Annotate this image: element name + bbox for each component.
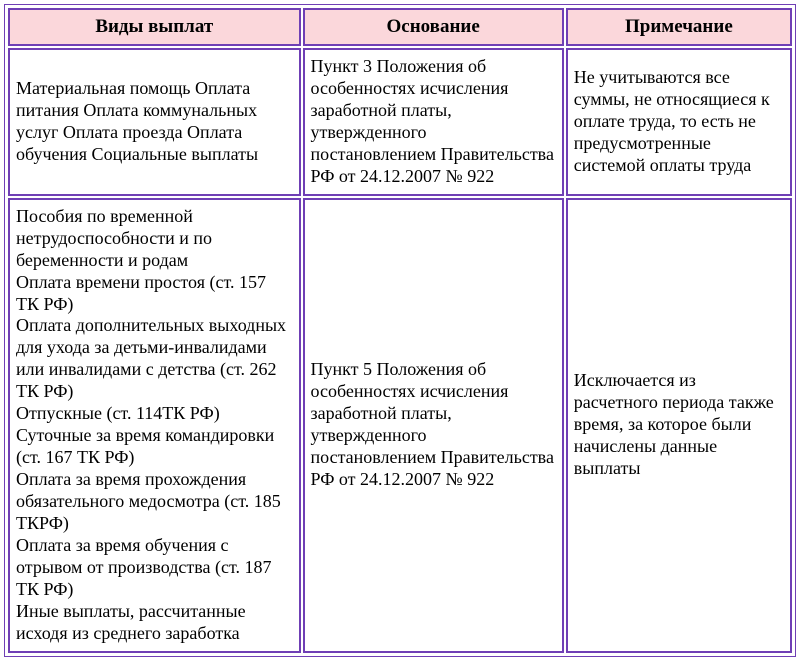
cell-types: Пособия по временной нетрудоспособности … — [8, 198, 301, 653]
cell-note: Исключается из расчетного периода также … — [566, 198, 792, 653]
table-wrapper: Виды выплат Основание Примечание Материа… — [4, 4, 796, 657]
table-row: Пособия по временной нетрудоспособности … — [8, 198, 792, 653]
col-header-types: Виды выплат — [8, 8, 301, 46]
cell-basis: Пункт 3 Положения об особенностях исчисл… — [303, 48, 564, 196]
cell-types: Материальная помощь Оплата питания Оплат… — [8, 48, 301, 196]
cell-basis: Пункт 5 Положения об особенностях исчисл… — [303, 198, 564, 653]
col-header-basis: Основание — [303, 8, 564, 46]
table-row: Материальная помощь Оплата питания Оплат… — [8, 48, 792, 196]
payments-table: Виды выплат Основание Примечание Материа… — [6, 6, 794, 655]
cell-note: Не учитываются все суммы, не относящиеся… — [566, 48, 792, 196]
col-header-note: Примечание — [566, 8, 792, 46]
table-header-row: Виды выплат Основание Примечание — [8, 8, 792, 46]
